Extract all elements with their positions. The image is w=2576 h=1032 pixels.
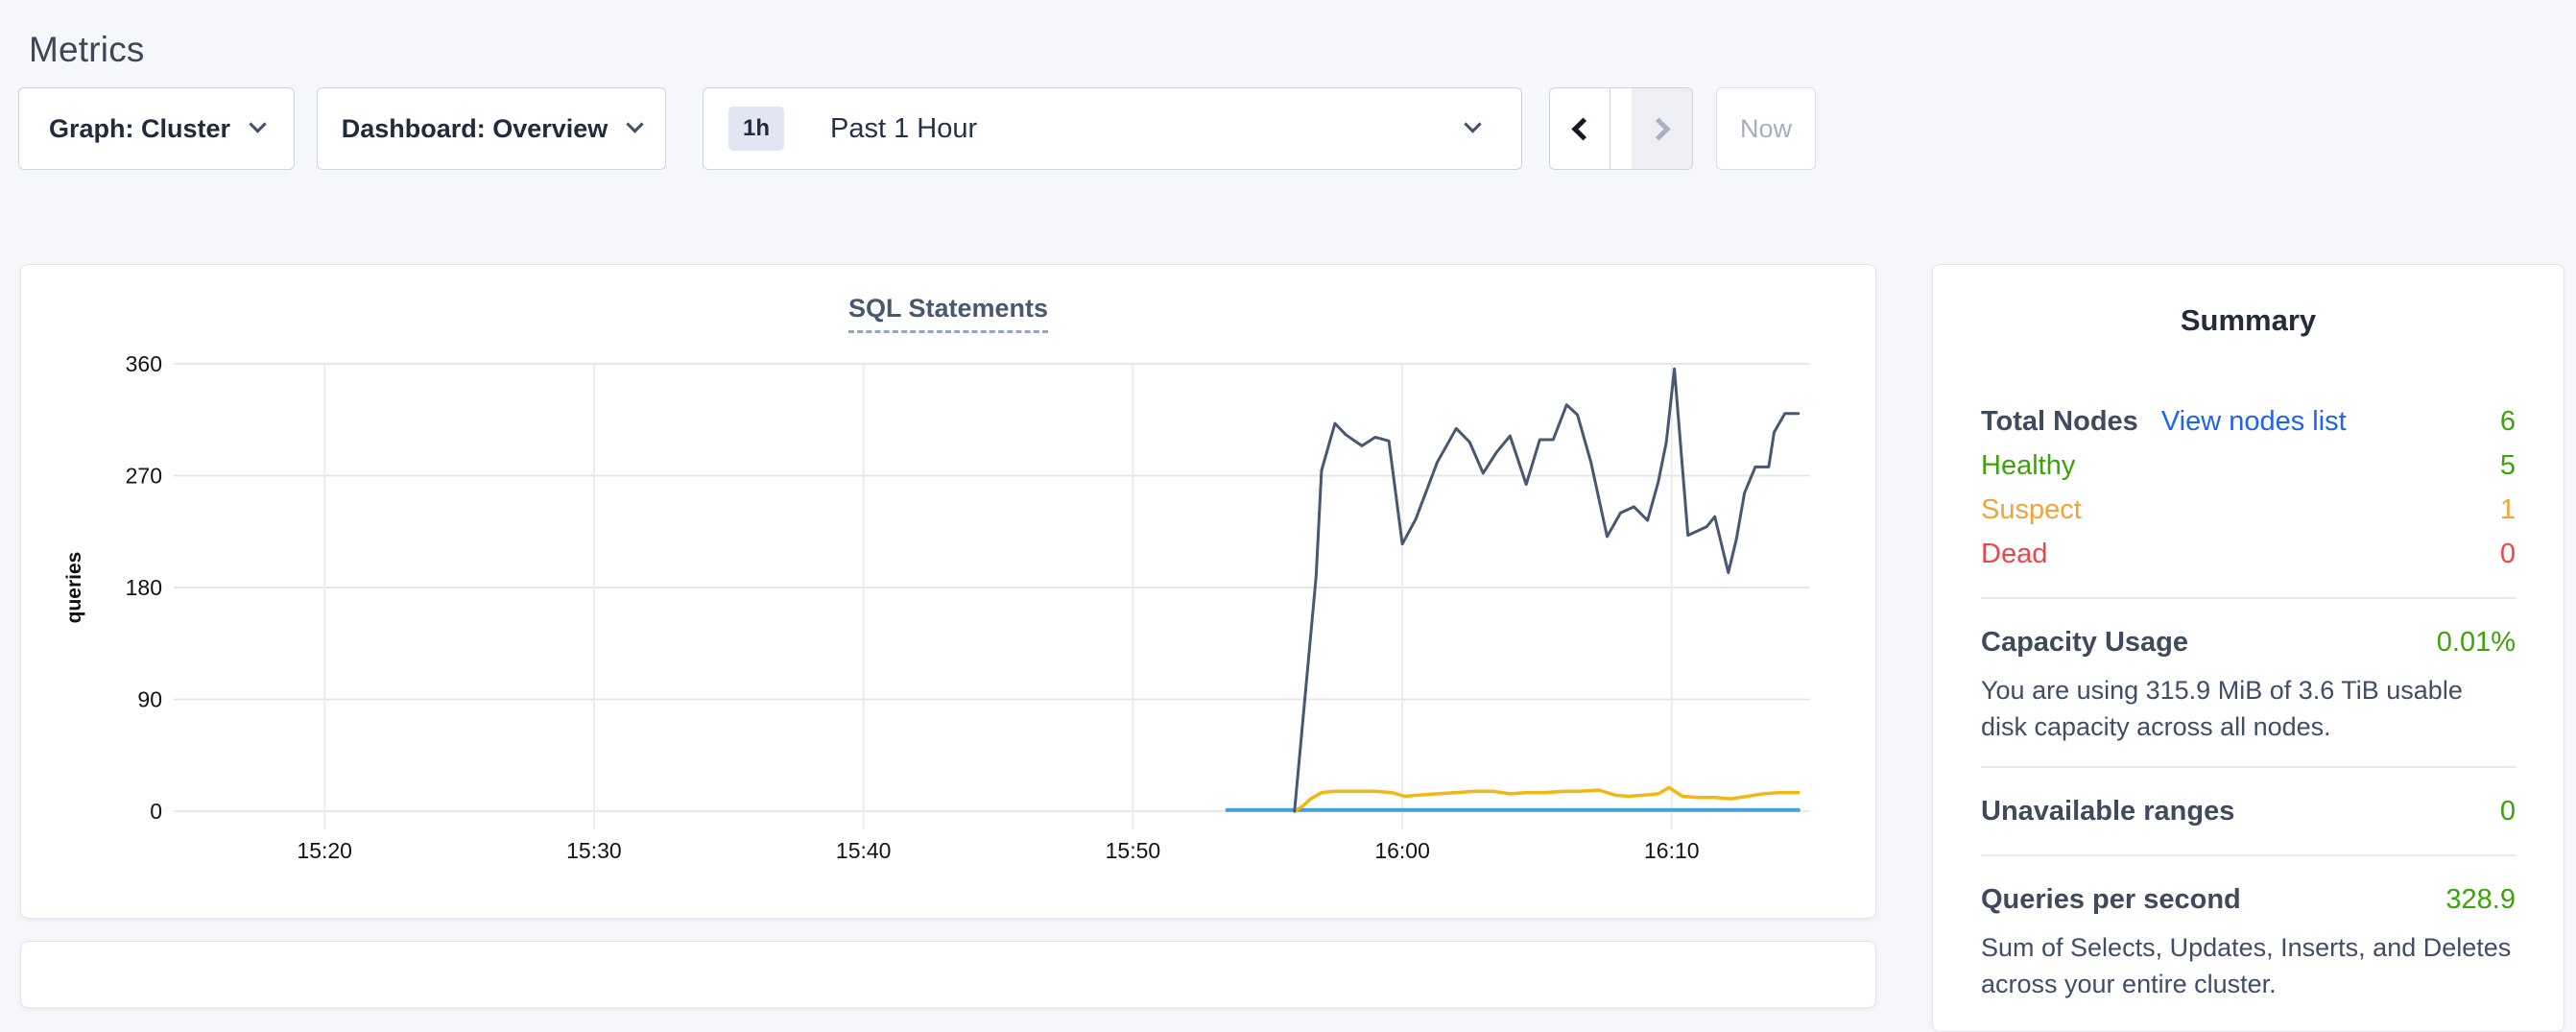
metrics-page: { "page": { "title": "Metrics" }, "toolb… [18,29,2564,1032]
svg-text:360: 360 [126,351,162,376]
unavailable-ranges-label: Unavailable ranges [1981,795,2235,827]
total-nodes-value: 6 [2499,405,2516,437]
svg-text:90: 90 [137,687,162,712]
chevron-down-icon [1464,115,1482,133]
time-window-nav [1549,87,1693,170]
dead-value: 0 [2499,538,2516,569]
chevron-right-icon [1647,116,1671,141]
queries-per-second-row: Queries per second 328.9 [1981,877,2516,922]
queries-per-second-label: Queries per second [1981,883,2241,915]
svg-text:16:00: 16:00 [1374,838,1430,863]
dead-nodes-row: Dead 0 [1981,532,2516,576]
divider [1981,597,2516,599]
capacity-usage-description: You are using 315.9 MiB of 3.6 TiB usabl… [1981,676,2463,741]
next-time-window-button[interactable] [1632,88,1692,169]
unavailable-ranges-row: Unavailable ranges 0 [1981,789,2516,833]
healthy-nodes-row: Healthy 5 [1981,444,2516,488]
dead-label: Dead [1981,538,2048,569]
total-nodes-row: Total Nodes View nodes list 6 [1981,399,2516,444]
dashboard-dropdown[interactable]: Dashboard: Overview [317,87,666,170]
chart-title[interactable]: SQL Statements [847,294,1049,333]
graph-dropdown-label: Graph: Cluster [48,113,231,143]
svg-text:16:10: 16:10 [1644,838,1700,863]
chart-title-wrap: SQL Statements [21,294,1875,333]
sql-statements-chart[interactable]: 0 90 180 270 360 15:20 15:30 15:40 15:50 16:00 16:… [21,265,1877,920]
dashboard-dropdown-label: Dashboard: Overview [341,113,608,143]
suspect-value: 1 [2499,493,2516,525]
capacity-usage-row: Capacity Usage 0.01% [1981,620,2516,664]
unavailable-ranges-value: 0 [2499,795,2516,827]
queries-per-second-description: Sum of Selects, Updates, Inserts, and De… [1981,933,2512,998]
total-nodes-label: Total Nodes [1981,405,2138,437]
svg-text:queries: queries [63,552,85,624]
suspect-nodes-row: Suspect 1 [1981,488,2516,532]
sql-statements-chart-card: SQL Statements 0 90 180 270 360 15:20 15:30 15:… [20,264,1876,919]
page-title: Metrics [29,29,145,69]
svg-text:15:40: 15:40 [836,838,892,863]
summary-title: Summary [2180,303,2317,337]
capacity-usage-value: 0.01% [2436,626,2516,658]
svg-text:0: 0 [150,799,162,824]
chevron-left-icon [1571,116,1595,141]
time-range-selector[interactable]: 1h Past 1 Hour [703,87,1522,170]
now-button[interactable]: Now [1716,87,1816,170]
divider [1981,854,2516,856]
time-range-label: Past 1 Hour [830,112,978,144]
healthy-label: Healthy [1981,449,2076,481]
svg-text:15:20: 15:20 [297,838,352,863]
queries-per-second-value: 328.9 [2445,883,2516,915]
view-nodes-link[interactable]: View nodes list [2160,405,2347,437]
next-chart-card [20,941,1876,1008]
suspect-label: Suspect [1981,493,2082,525]
graph-dropdown[interactable]: Graph: Cluster [18,87,295,170]
time-range-badge: 1h [728,107,785,151]
healthy-value: 5 [2499,449,2516,481]
chevron-down-icon [626,115,644,133]
divider [1981,766,2516,768]
svg-text:270: 270 [126,464,162,489]
svg-text:15:50: 15:50 [1106,838,1161,863]
chevron-down-icon [249,115,267,133]
previous-time-window-button[interactable] [1550,88,1611,169]
summary-panel: Summary Total Nodes View nodes list 6 He… [1932,264,2564,1032]
capacity-usage-label: Capacity Usage [1981,626,2188,658]
svg-text:180: 180 [126,575,162,600]
svg-text:15:30: 15:30 [566,838,622,863]
